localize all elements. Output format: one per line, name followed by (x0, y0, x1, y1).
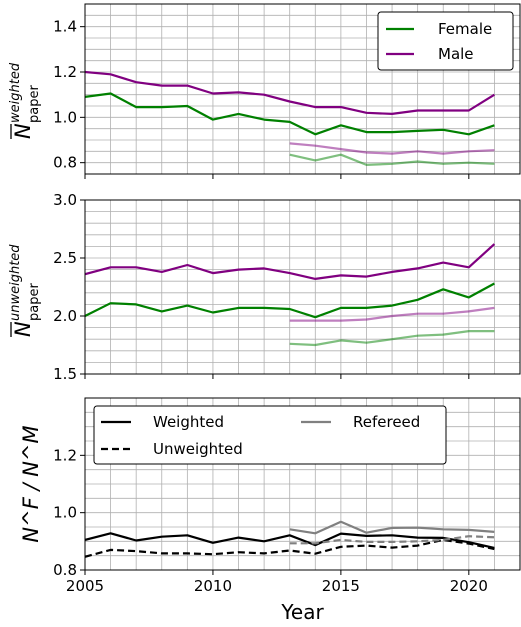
ytick-label: 0.8 (53, 154, 77, 172)
ytick-label: 1.0 (53, 504, 77, 522)
legend-box (377, 11, 514, 71)
xtick-label: 2005 (66, 577, 104, 595)
series-line-bottom-0 (85, 532, 495, 549)
ytick-label: 1.2 (53, 63, 77, 81)
series-line-top-2 (289, 142, 495, 155)
ytick-label: 1.0 (53, 108, 77, 126)
series-line-top-1 (85, 92, 495, 136)
legend-label: Unweighted (153, 440, 243, 458)
series-line-top-0 (85, 70, 495, 116)
ytick-label: 2.0 (53, 307, 77, 325)
ytick-label: 1.5 (53, 365, 77, 383)
legend-label: Refereed (353, 413, 420, 431)
ytick-label: 1.4 (53, 18, 77, 36)
series-line-bottom-3 (289, 535, 495, 545)
xtick-label: 2020 (450, 577, 488, 595)
xtick-label: 2010 (194, 577, 232, 595)
y-axis-title-main: N (11, 123, 35, 139)
legend-label: Male (438, 45, 474, 63)
ytick-label: 0.8 (53, 561, 77, 579)
y-axis-title-sub: paper (27, 283, 42, 321)
axes-frame-middle (84, 199, 521, 375)
legend-box (93, 405, 447, 465)
legend-label: Female (438, 20, 492, 38)
ytick-label: 3.0 (53, 191, 77, 209)
series-line-middle-0 (85, 243, 496, 280)
y-axis-title-bottom: N^F / N^M (19, 425, 43, 542)
panel-bottom: 0.8 1.0 1.2 2005 2010 2015 2020 Year N^F / N^M We… (19, 397, 521, 624)
x-axis-title: Year (280, 600, 324, 624)
y-axis-title-sup: weighted (8, 62, 23, 123)
y-axis-title-sup: unweighted (8, 244, 23, 321)
ytick-label: 1.2 (53, 446, 77, 464)
series-line-top-3 (289, 153, 495, 166)
y-axis-title-main: N (11, 321, 35, 337)
series-line-middle-2 (289, 306, 495, 322)
grid-middle (84, 199, 521, 375)
series-line-bottom-1 (85, 538, 495, 558)
series-line-middle-1 (85, 282, 495, 319)
y-axis-title-text: N^F / N^M (19, 425, 43, 542)
xtick-label: 2015 (322, 577, 360, 595)
axes-frame-bottom (84, 397, 521, 571)
ytick-label: 2.5 (53, 249, 77, 267)
axes-frame-top (84, 3, 521, 175)
series-line-middle-3 (289, 330, 495, 347)
y-axis-title-sub: paper (27, 85, 42, 123)
series-line-bottom-2 (289, 520, 495, 535)
legend-label: Weighted (153, 413, 224, 431)
legend-bottom: Weighted Unweighted Refereed (93, 405, 447, 465)
legend-top: Female Male (377, 11, 514, 71)
